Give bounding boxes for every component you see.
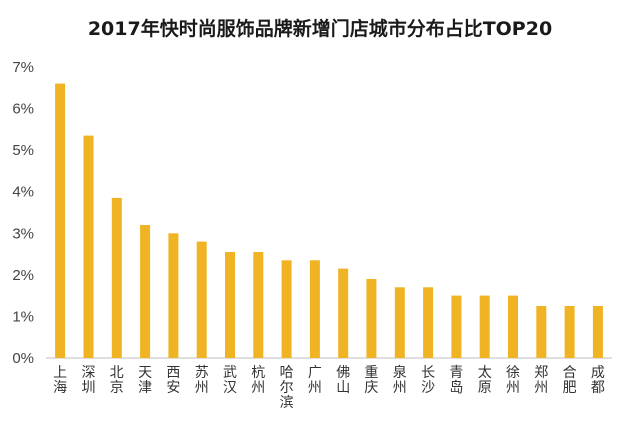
- x-tick-label: 广州: [308, 365, 322, 396]
- bar: [592, 306, 603, 358]
- bar: [479, 295, 490, 358]
- bar: [423, 287, 434, 358]
- bar: [196, 241, 207, 358]
- bar: [451, 295, 462, 358]
- bar: [168, 233, 179, 358]
- x-tick-label: 郑州: [534, 365, 548, 396]
- x-tick-label: 合肥: [563, 365, 577, 396]
- y-tick-label: 4%: [12, 184, 34, 201]
- y-tick-label: 5%: [12, 142, 34, 159]
- bar: [140, 225, 151, 358]
- x-tick-label: 哈尔滨: [280, 365, 294, 411]
- y-tick-label: 0%: [12, 350, 34, 367]
- x-tick-label: 天津: [138, 365, 152, 396]
- bar: [394, 287, 405, 358]
- x-tick-label: 武汉: [223, 365, 237, 396]
- y-tick-label: 2%: [12, 267, 34, 284]
- bar: [253, 252, 264, 358]
- y-tick-label: 7%: [12, 59, 34, 76]
- y-tick-label: 6%: [12, 101, 34, 118]
- x-tick-label: 成都: [591, 365, 605, 396]
- bar: [338, 268, 349, 358]
- x-tick-label: 徐州: [506, 365, 520, 396]
- x-tick-label: 泉州: [393, 364, 407, 396]
- x-tick-label: 北京: [110, 365, 124, 396]
- x-tick-label: 西安: [166, 365, 180, 396]
- bar: [536, 306, 547, 358]
- bar: [366, 279, 377, 358]
- x-tick-label: 杭州: [251, 365, 265, 396]
- chart-title: 2017年快时尚服饰品牌新增门店城市分布占比TOP20: [87, 18, 553, 40]
- x-tick-label: 长沙: [421, 365, 435, 396]
- x-tick-label: 重庆: [364, 365, 378, 396]
- x-tick-label: 上海: [53, 365, 67, 396]
- x-tick-label: 太原: [478, 365, 492, 396]
- bar: [225, 252, 235, 358]
- x-tick-label: 深圳: [82, 365, 96, 396]
- bar: [508, 295, 518, 358]
- bar: [83, 135, 94, 358]
- x-tick-label: 佛山: [336, 365, 350, 396]
- y-tick-label: 3%: [12, 225, 34, 242]
- bar: [309, 260, 320, 358]
- y-tick-label: 1%: [12, 308, 34, 325]
- bar: [111, 197, 122, 358]
- x-tick-label: 青岛: [449, 365, 463, 396]
- bar: [55, 83, 66, 358]
- x-tick-label: 苏州: [195, 365, 209, 396]
- bar: [564, 306, 575, 358]
- bar: [281, 260, 292, 358]
